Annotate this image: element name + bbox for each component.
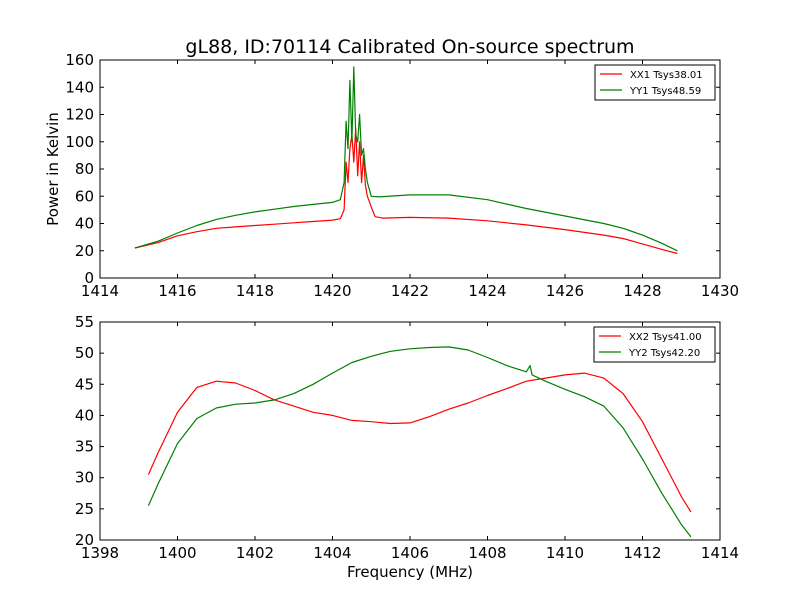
bottom-series-lines [147, 346, 692, 538]
top-y-tick-label: 160 [65, 51, 94, 69]
top-x-tick-label: 1422 [391, 282, 429, 300]
bottom-y-tick-label: 55 [75, 313, 94, 331]
top-x-tick-label: 1426 [546, 282, 584, 300]
bottom-x-tick-label: 1408 [468, 544, 506, 562]
bottom-y-tick-label: 25 [75, 500, 94, 518]
top-x-tick-label: 1424 [468, 282, 506, 300]
top-x-tick-label: 1416 [158, 282, 196, 300]
bottom-y-tick-label: 20 [75, 531, 94, 549]
bottom-legend-box [593, 326, 716, 363]
bottom-series-line-xx [147, 372, 692, 513]
bottom-series-line-yy [147, 346, 692, 538]
top-y-tick-label: 40 [75, 215, 94, 233]
top-y-tick-label: 120 [65, 106, 94, 124]
top-x-tick-label: 1420 [313, 282, 351, 300]
bottom-x-tick-label: 1412 [623, 544, 661, 562]
bottom-axis-ticks: 1398 1400 1402 1404 1406 1408 1410 1412 1414 20 25… [75, 313, 739, 562]
top-series-line-yy [134, 66, 678, 252]
top-legend: XX1 Tsys38.01 YY1 Tsys48.59 [594, 64, 716, 101]
chart-title: gL88, ID:70114 Calibrated On-source spec… [185, 36, 634, 58]
bottom-legend: XX2 Tsys41.00 YY2 Tsys42.20 [593, 326, 716, 363]
top-legend-box [594, 64, 716, 101]
top-series-lines [134, 66, 678, 255]
top-y-tick-label: 20 [75, 242, 94, 260]
bottom-x-tick-label: 1402 [236, 544, 274, 562]
top-y-tick-label: 0 [84, 269, 94, 287]
top-x-tick-label: 1418 [236, 282, 274, 300]
bottom-y-tick-label: 40 [75, 406, 94, 424]
bottom-x-tick-label: 1406 [391, 544, 429, 562]
bottom-x-axis-label: Frequency (MHz) [347, 563, 473, 581]
top-x-tick-label: 1430 [701, 282, 739, 300]
bottom-x-tick-label: 1404 [313, 544, 351, 562]
bottom-legend-label-yy2: YY2 Tsys42.20 [628, 348, 700, 359]
bottom-x-tick-label: 1414 [701, 544, 739, 562]
top-y-tick-label: 140 [65, 78, 94, 96]
bottom-x-tick-label: 1400 [158, 544, 196, 562]
bottom-legend-label-xx2: XX2 Tsys41.00 [629, 332, 702, 343]
top-x-tick-label: 1428 [623, 282, 661, 300]
bottom-y-tick-label: 30 [75, 469, 94, 487]
top-y-tick-label: 80 [75, 160, 94, 178]
top-y-tick-label: 60 [75, 187, 94, 205]
top-y-tick-label: 100 [65, 133, 94, 151]
top-y-axis-label: Power in Kelvin [44, 112, 62, 226]
bottom-x-tick-label: 1398 [81, 544, 119, 562]
top-panel: 1414 1416 1418 1420 1422 1424 1426 1428 1430 0 20 4… [44, 51, 739, 300]
bottom-panel: 1398 1400 1402 1404 1406 1408 1410 1412 1414 20 25… [75, 313, 739, 581]
top-legend-label-xx1: XX1 Tsys38.01 [630, 70, 703, 81]
top-series-line-xx [134, 127, 678, 255]
bottom-y-tick-label: 45 [75, 375, 94, 393]
bottom-y-tick-label: 35 [75, 438, 94, 456]
top-axis-ticks: 1414 1416 1418 1420 1422 1424 1426 1428 1430 0 20 4… [65, 51, 739, 300]
top-legend-label-yy1: YY1 Tsys48.59 [629, 86, 701, 97]
top-x-tick-label: 1414 [81, 282, 119, 300]
bottom-y-tick-label: 50 [75, 344, 94, 362]
bottom-x-tick-label: 1410 [546, 544, 584, 562]
